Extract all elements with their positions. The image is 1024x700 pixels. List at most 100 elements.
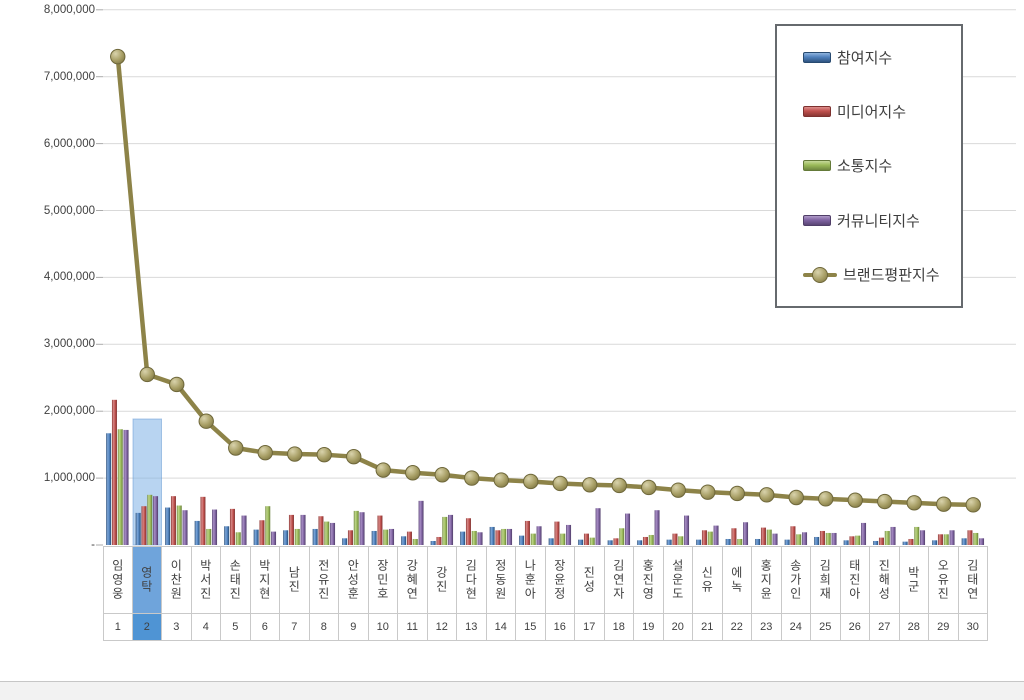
bar-커뮤니티지수 xyxy=(772,533,778,545)
brand-index-line-marker xyxy=(936,496,952,512)
category-rank-cell: 21 xyxy=(693,614,723,640)
bar-미디어지수 xyxy=(908,538,914,545)
bar-커뮤니티지수 xyxy=(300,514,306,545)
purple-bar-swatch-icon xyxy=(803,214,831,226)
bar-참여지수 xyxy=(873,540,879,545)
bar-참여지수 xyxy=(253,529,259,545)
bar-커뮤니티지수 xyxy=(153,496,159,545)
bar-커뮤니티지수 xyxy=(949,530,955,545)
bar-참여지수 xyxy=(843,540,849,545)
brand-index-line-marker xyxy=(611,477,627,494)
category-name-cell: 장민호 xyxy=(368,547,398,613)
bar-소통지수 xyxy=(560,533,566,545)
bar-커뮤니티지수 xyxy=(507,528,513,545)
category-rank-cell: 19 xyxy=(634,614,664,640)
bar-소통지수 xyxy=(206,528,212,545)
bar-소통지수 xyxy=(825,532,831,545)
bar-미디어지수 xyxy=(347,530,353,545)
category-name-cell: 장윤정 xyxy=(545,547,575,613)
category-rank-cell: 22 xyxy=(722,614,752,640)
bar-커뮤니티지수 xyxy=(595,508,601,545)
bar-소통지수 xyxy=(501,528,507,545)
category-rank-cell: 1 xyxy=(103,614,133,640)
category-name-row: 임영웅 영탁 이찬원 박서진 손태진 박지현 남진 전유진 안성훈 장민호 강혜연 강진 김다현 정동원 나… xyxy=(103,546,988,614)
bar-커뮤니티지수 xyxy=(477,532,483,545)
bar-소통지수 xyxy=(530,533,536,545)
bar-참여지수 xyxy=(666,539,672,545)
y-axis-tick-label: 3,000,000 xyxy=(43,338,95,351)
bar-미디어지수 xyxy=(377,515,383,545)
category-name-cell: 박군 xyxy=(899,547,929,613)
category-name-cell: 강혜연 xyxy=(398,547,428,613)
bar-참여지수 xyxy=(489,526,495,545)
brand-index-line-marker xyxy=(375,462,391,478)
brand-index-line-marker xyxy=(818,491,834,507)
bar-참여지수 xyxy=(430,540,436,545)
bar-참여지수 xyxy=(371,530,377,545)
bar-참여지수 xyxy=(755,538,761,545)
bar-커뮤니티지수 xyxy=(831,532,837,545)
bar-커뮤니티지수 xyxy=(566,524,572,545)
category-name-cell: 진성 xyxy=(575,547,605,613)
x-axis: 임영웅 영탁 이찬원 박서진 손태진 박지현 남진 전유진 안성훈 장민호 강혜연 강진 김다현 정동원 나… xyxy=(103,546,988,641)
y-axis-tick-label: 5,000,000 xyxy=(43,204,95,217)
category-name-cell: 손태진 xyxy=(221,547,251,613)
bar-참여지수 xyxy=(637,540,643,545)
bar-미디어지수 xyxy=(967,530,973,545)
bar-미디어지수 xyxy=(613,538,619,545)
category-name-cell: 남진 xyxy=(280,547,310,613)
green-bar-swatch-icon xyxy=(803,160,831,172)
bar-참여지수 xyxy=(224,526,230,545)
bar-소통지수 xyxy=(884,530,890,545)
category-name-cell: 홍지윤 xyxy=(752,547,782,613)
category-name-cell: 홍진영 xyxy=(634,547,664,613)
bar-커뮤니티지수 xyxy=(625,513,631,545)
bar-참여지수 xyxy=(460,531,466,545)
brand-index-line-marker xyxy=(464,470,480,486)
category-rank-cell: 17 xyxy=(575,614,605,640)
bar-참여지수 xyxy=(696,539,702,545)
category-name-cell: 김다현 xyxy=(457,547,487,613)
bar-소통지수 xyxy=(176,505,182,545)
bar-소통지수 xyxy=(648,534,654,545)
brand-index-line-marker xyxy=(110,48,126,65)
bar-소통지수 xyxy=(589,537,595,545)
bar-미디어지수 xyxy=(672,533,678,545)
bar-커뮤니티지수 xyxy=(684,515,690,545)
category-rank-cell: 13 xyxy=(457,614,487,640)
legend-box: 참여지수 미디어지수 소통지수 커뮤니티지수 브랜드평판지수 xyxy=(775,24,963,308)
bar-참여지수 xyxy=(519,535,525,545)
category-name-cell: 진해성 xyxy=(870,547,900,613)
category-name-cell: 김연자 xyxy=(604,547,634,613)
category-rank-cell: 18 xyxy=(604,614,634,640)
category-rank-cell: 15 xyxy=(516,614,546,640)
bar-미디어지수 xyxy=(495,530,501,545)
bar-미디어지수 xyxy=(731,528,737,545)
bar-소통지수 xyxy=(943,534,949,545)
red-bar-swatch-icon xyxy=(803,106,831,118)
category-name-cell: 정동원 xyxy=(486,547,516,613)
category-rank-cell: 14 xyxy=(486,614,516,640)
legend-label: 미디어지수 xyxy=(837,104,907,122)
brand-index-line-marker xyxy=(877,493,893,510)
y-axis-tick-label: 8,000,000 xyxy=(43,3,95,16)
bar-미디어지수 xyxy=(790,526,796,545)
category-name-cell: 신유 xyxy=(693,547,723,613)
category-rank-cell: 5 xyxy=(221,614,251,640)
brand-index-line-marker xyxy=(788,489,804,506)
legend-label: 커뮤니티지수 xyxy=(837,212,920,230)
bar-커뮤니티지수 xyxy=(713,525,719,545)
brand-index-line-marker xyxy=(198,413,214,429)
bar-소통지수 xyxy=(294,528,300,545)
bar-미디어지수 xyxy=(524,520,530,545)
brand-index-line-marker xyxy=(641,479,657,496)
bar-커뮤니티지수 xyxy=(890,526,896,545)
page-bottom-strip xyxy=(0,681,1024,700)
category-name-cell: 박지현 xyxy=(250,547,280,613)
bar-참여지수 xyxy=(814,536,820,545)
bar-커뮤니티지수 xyxy=(861,522,867,545)
y-axis-tick-label: 7,000,000 xyxy=(43,70,95,83)
bar-미디어지수 xyxy=(819,530,825,545)
